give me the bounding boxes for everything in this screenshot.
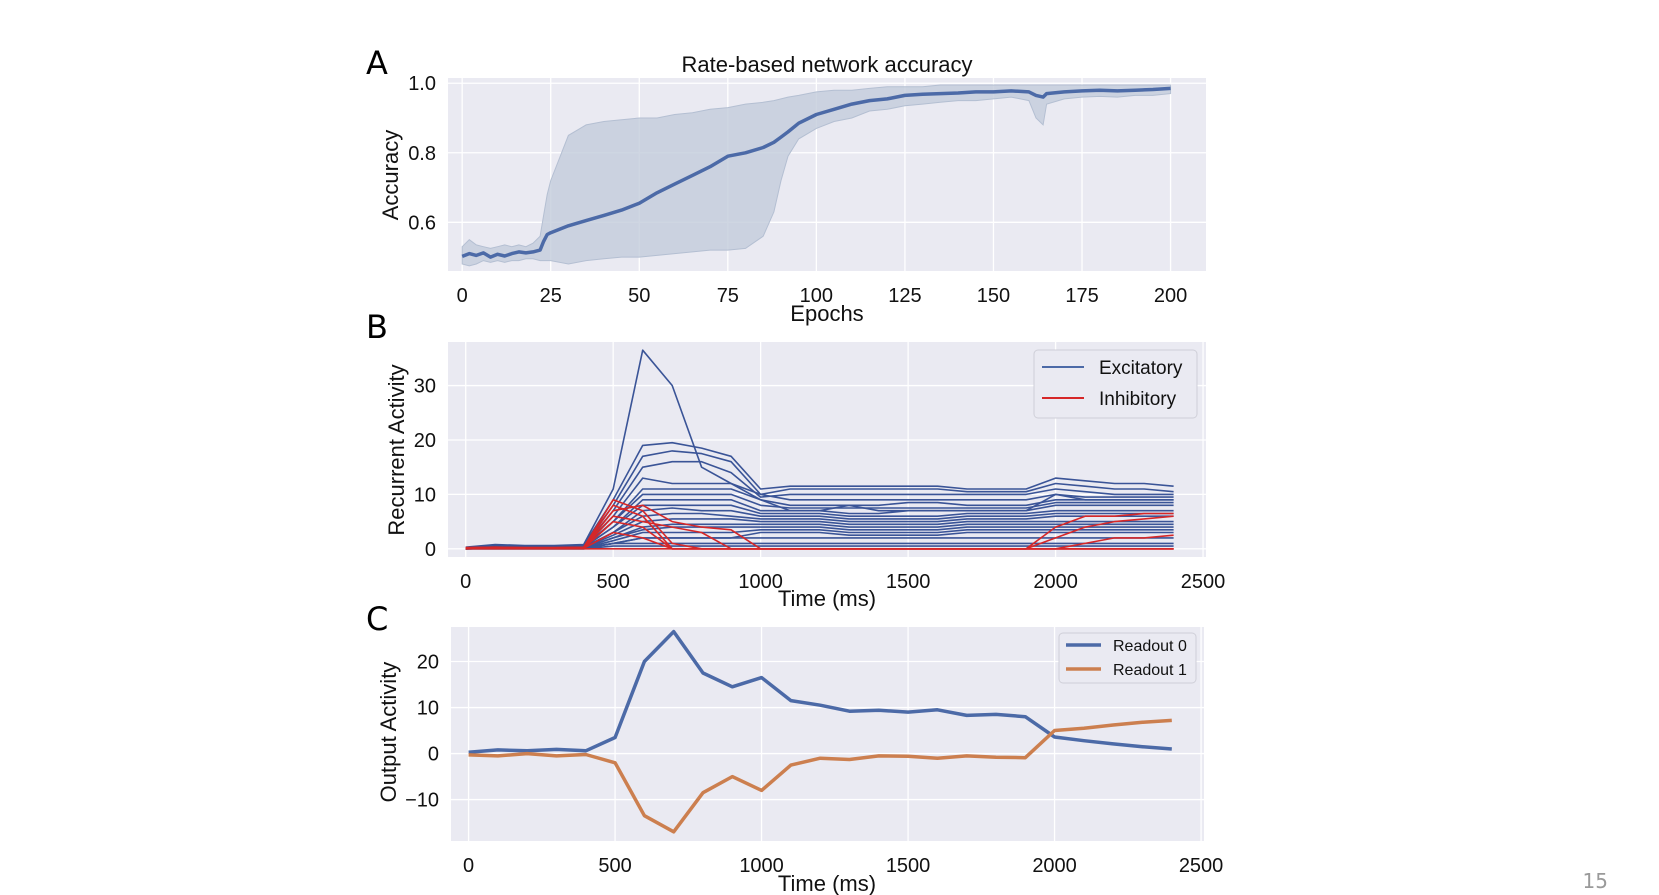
legend-excitatory-label: Excitatory [1099,358,1183,379]
panel-letter-a: A [366,44,388,82]
panel-a-x-axis-label: Epochs [790,301,863,326]
x-tick-label: 2500 [1179,855,1224,877]
x-tick-label: 1000 [738,571,783,593]
panel-c-y-tick-labels: −10 0 10 20 [405,652,439,812]
panel-a-y-tick-labels: 0.6 0.8 1.0 [408,73,436,234]
legend-readout-1-label: Readout 1 [1113,662,1187,679]
readout-1-line [468,718,1172,834]
x-tick-label: 2000 [1032,855,1077,877]
panel-c-legend: Readout 0 Readout 1 [1058,632,1197,684]
x-tick-label: 200 [1154,285,1187,307]
panel-b-x-axis-label: Time (ms) [778,586,876,611]
panel-b-recurrent-activity-chart: B 0 500 1000 1500 2000 2500 0 10 20 30 Time (ms)… [366,308,1225,611]
x-tick-label: 2500 [1181,571,1226,593]
x-tick-label: 500 [596,571,629,593]
panel-letter-c: C [366,600,388,638]
y-tick-label: 0.6 [408,212,436,234]
panel-b-y-tick-labels: 0 10 20 30 [414,376,436,561]
y-tick-label: 20 [414,430,436,452]
panel-b-legend: Excitatory Inhibitory [1033,349,1198,419]
x-tick-label: 75 [717,285,739,307]
x-tick-label: 100 [800,285,833,307]
legend-readout-0-label: Readout 0 [1113,638,1187,655]
readout-0-line [468,629,1172,754]
x-tick-label: 1000 [739,855,784,877]
panel-a-title: Rate-based network accuracy [681,52,972,77]
y-tick-label: 30 [414,376,436,398]
y-tick-label: 1.0 [408,73,436,95]
panel-b-x-tick-labels: 0 500 1000 1500 2000 2500 [460,571,1225,593]
panel-c-y-axis-label: Output Activity [376,662,401,803]
page-number: 15 [1583,869,1608,893]
panel-a-accuracy-line [461,86,1171,259]
y-tick-label: −10 [405,790,439,812]
panel-b-y-axis-label: Recurrent Activity [384,364,409,535]
x-tick-label: 0 [463,855,474,877]
inhibitory-traces [465,499,1174,550]
x-tick-label: 1500 [886,855,931,877]
y-tick-label: 20 [417,652,439,674]
panel-a-accuracy-chart: A 0 25 50 75 100 125 150 175 200 0.6 0.8 1.0 Rate-… [366,44,1206,326]
x-tick-label: 1500 [886,571,931,593]
y-tick-label: 0 [428,744,439,766]
x-tick-label: 150 [977,285,1010,307]
y-tick-label: 10 [414,484,436,506]
x-tick-label: 0 [457,285,468,307]
x-tick-label: 500 [598,855,631,877]
panel-a-x-tick-labels: 0 25 50 75 100 125 150 175 200 [457,285,1188,307]
panel-a-y-axis-label: Accuracy [378,130,403,220]
panel-c-x-tick-labels: 0 500 1000 1500 2000 2500 [463,855,1223,877]
x-tick-label: 25 [540,285,562,307]
x-tick-label: 2000 [1033,571,1078,593]
x-tick-label: 0 [460,571,471,593]
y-tick-label: 10 [417,698,439,720]
panel-letter-b: B [366,308,388,346]
x-tick-label: 175 [1065,285,1098,307]
panel-a-confidence-band [461,84,1172,267]
panel-c-x-axis-label: Time (ms) [778,871,876,895]
x-tick-label: 125 [888,285,921,307]
y-tick-label: 0 [425,539,436,561]
x-tick-label: 50 [628,285,650,307]
y-tick-label: 0.8 [408,143,436,165]
legend-inhibitory-label: Inhibitory [1099,389,1177,410]
panel-c-output-activity-chart: C 0 500 1000 1500 2000 2500 −10 0 10 20 Time (ms… [366,600,1223,895]
